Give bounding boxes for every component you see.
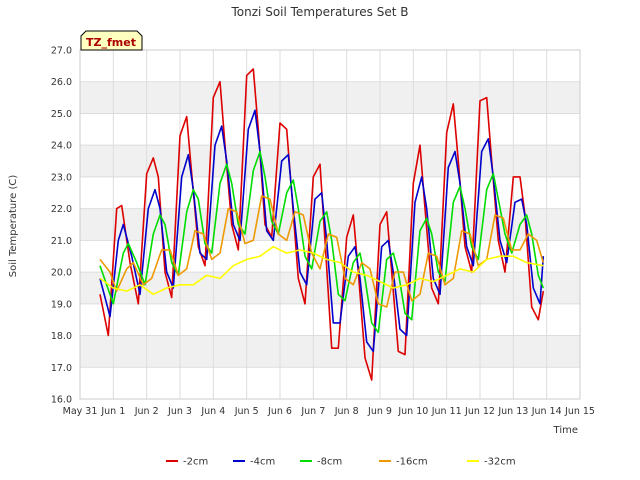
x-tick-label: Jun 1	[100, 406, 125, 417]
y-tick-label: 26.0	[51, 77, 72, 88]
x-tick-label: Jun 13	[497, 406, 528, 417]
plot-band	[80, 81, 580, 114]
plot-band	[80, 145, 580, 177]
badge-shape	[80, 30, 143, 51]
legend: -2cm -4cm -8cm -16cm -32cm	[166, 457, 516, 468]
series-lines	[99, 68, 545, 381]
x-tick-label: May 31	[63, 406, 98, 417]
y-tick-labels: 16.0 17.0 18.0 19.0 20.0 21.0 22.0 23.0 24.0 25.0…	[51, 46, 72, 406]
series-line-8cm	[99, 150, 545, 334]
y-tick-label: 22.0	[51, 204, 72, 215]
x-tick-label: Jun 7	[300, 406, 325, 417]
x-tick-label: Jun 12	[464, 406, 495, 417]
y-tick-label: 17.0	[51, 363, 72, 374]
x-tick-label: Jun 14	[531, 406, 562, 417]
x-tick-label: Jun 10	[397, 406, 428, 417]
x-tick-label: Jun 5	[234, 406, 259, 417]
y-tick-label: 16.0	[51, 395, 72, 406]
x-tick-label: Jun 11	[431, 406, 462, 417]
legend-item: -8cm	[300, 457, 342, 468]
plot-band	[80, 335, 580, 368]
x-axis-label: Time	[553, 425, 578, 436]
legend-label: -8cm	[317, 457, 342, 468]
legend-item: -2cm	[166, 457, 208, 468]
y-tick-label: 21.0	[51, 236, 72, 247]
legend-label: -2cm	[183, 457, 208, 468]
x-tick-label: Jun 8	[334, 406, 359, 417]
legend-item: -4cm	[233, 457, 275, 468]
tz-fmet-badge: TZ_fmet	[80, 30, 143, 51]
y-tick-label: 23.0	[51, 172, 72, 183]
series-line-16cm	[99, 195, 545, 308]
x-tick-label: Jun 9	[367, 406, 392, 417]
chart-title: Tonzi Soil Temperatures Set B	[231, 5, 409, 19]
y-tick-label: 20.0	[51, 268, 72, 279]
x-tick-label: Jun 2	[134, 406, 159, 417]
y-tick-label: 24.0	[51, 141, 72, 152]
legend-item: -32cm	[467, 457, 516, 468]
plot-frame	[79, 49, 581, 400]
legend-item: -16cm	[379, 457, 428, 468]
y-tick-label: 27.0	[51, 46, 72, 57]
x-tick-label: Jun 6	[267, 406, 292, 417]
y-tick-label: 18.0	[51, 331, 72, 342]
x-tick-labels: May 31 Jun 1 Jun 2 Jun 3 Jun 4 Jun 5 Jun 6 Jun …	[63, 406, 595, 417]
legend-label: -16cm	[396, 457, 428, 468]
x-tick-label: Jun 15	[564, 406, 595, 417]
y-axis-label: Soil Temperature (C)	[8, 175, 19, 278]
x-tick-label: Jun 3	[167, 406, 192, 417]
y-tick-label: 25.0	[51, 109, 72, 120]
series-line-32cm	[99, 245, 544, 296]
badge-label: TZ_fmet	[86, 36, 136, 49]
x-tick-label: Jun 4	[200, 406, 225, 417]
legend-label: -4cm	[250, 457, 275, 468]
y-tick-label: 19.0	[51, 299, 72, 310]
legend-label: -32cm	[484, 457, 516, 468]
